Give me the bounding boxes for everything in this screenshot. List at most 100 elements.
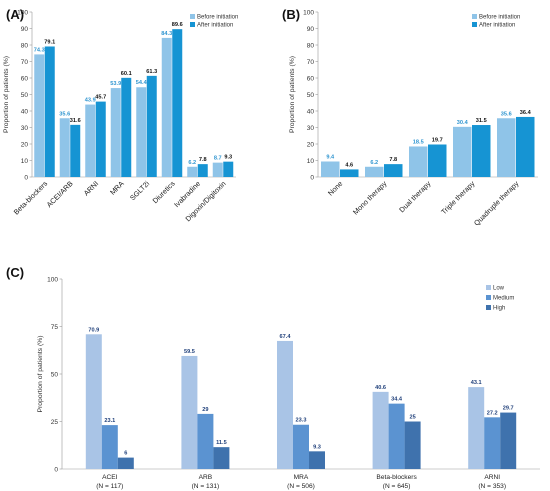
y-axis-title: Proportion of patients (%) <box>3 56 10 133</box>
bar-after-initiation <box>197 164 208 177</box>
y-tick-label: 0 <box>24 174 28 181</box>
legend-swatch <box>472 14 477 19</box>
data-label: 36.4 <box>520 110 532 116</box>
data-label: 60.1 <box>121 71 132 77</box>
x-category-label: Quadruple therapy <box>472 179 521 228</box>
data-label: 59.5 <box>184 349 195 355</box>
data-label: 31.5 <box>476 118 487 124</box>
data-label: 53.9 <box>110 81 121 87</box>
data-label: 29.7 <box>503 406 514 412</box>
panel-label-b: (B) <box>282 7 300 22</box>
bar-high <box>117 457 134 469</box>
legend-label: Medium <box>493 296 514 302</box>
x-category-label: MRA <box>108 179 126 197</box>
y-tick-label: 50 <box>51 371 59 378</box>
data-label: 4.6 <box>345 162 353 168</box>
x-category-label: ACEI/ARB <box>45 179 75 209</box>
x-category-sublabel: (N = 353) <box>478 483 506 490</box>
data-label: 43.9 <box>85 98 96 104</box>
y-tick-label: 30 <box>307 125 315 132</box>
bar-before-initiation <box>497 118 516 177</box>
y-tick-label: 10 <box>307 158 315 165</box>
panel-label-c: (C) <box>6 265 24 280</box>
x-category-sublabel: (N = 506) <box>287 483 315 490</box>
bar-medium <box>388 403 405 469</box>
legend-swatch <box>486 285 491 290</box>
data-label: 8.7 <box>214 156 222 162</box>
bar-medium <box>293 424 309 469</box>
bar-after-initiation <box>472 125 491 177</box>
legend-swatch <box>486 295 491 300</box>
data-label: 35.6 <box>59 111 70 117</box>
y-tick-label: 80 <box>21 42 29 49</box>
data-label: 9.3 <box>224 155 232 161</box>
bar-before-initiation <box>59 118 70 177</box>
legend-label: High <box>493 306 505 312</box>
x-category-label: Dual therapy <box>397 179 432 214</box>
bar-before-initiation <box>321 161 340 177</box>
y-tick-label: 90 <box>21 26 29 33</box>
x-category-label: None <box>326 179 345 198</box>
x-category-sublabel: (N = 117) <box>96 483 123 490</box>
y-tick-label: 0 <box>54 466 58 473</box>
bar-medium <box>101 425 118 469</box>
data-label: 40.6 <box>375 385 386 391</box>
y-tick-label: 70 <box>307 59 315 66</box>
bar-before-initiation <box>409 146 428 177</box>
data-label: 19.7 <box>432 137 443 143</box>
data-label: 9.4 <box>326 154 335 160</box>
x-category-label: ACEI <box>102 474 118 481</box>
bar-after-initiation <box>121 77 132 177</box>
data-label: 79.1 <box>44 39 55 45</box>
y-axis-title: Proportion of patients (%) <box>37 335 44 412</box>
bar-after-initiation <box>340 169 359 177</box>
x-category-label: ARB <box>199 474 213 481</box>
legend-swatch <box>190 22 195 27</box>
bar-after-initiation <box>223 161 234 177</box>
y-tick-label: 30 <box>21 125 29 132</box>
bar-medium <box>197 413 214 469</box>
data-label: 54.4 <box>136 80 148 86</box>
bar-low <box>277 340 293 469</box>
y-tick-label: 50 <box>21 92 29 99</box>
y-tick-label: 40 <box>307 108 315 115</box>
data-label: 31.6 <box>70 118 81 124</box>
y-tick-label: 100 <box>303 9 314 16</box>
bar-after-initiation <box>384 164 403 177</box>
y-tick-label: 0 <box>310 174 314 181</box>
bar-high <box>309 451 325 469</box>
data-label: 34.4 <box>391 397 403 403</box>
y-tick-label: 100 <box>47 276 58 283</box>
bar-after-initiation <box>95 101 106 177</box>
x-category-label: SGLT2i <box>128 179 152 203</box>
bar-after-initiation <box>70 124 81 177</box>
legend-label: Before initiation <box>479 15 520 21</box>
bar-low <box>468 387 485 469</box>
legend-swatch <box>190 14 195 19</box>
data-label: 35.6 <box>501 111 512 117</box>
y-tick-label: 25 <box>51 419 59 426</box>
data-label: 6.2 <box>370 160 378 166</box>
x-category-sublabel: (N = 645) <box>383 483 411 490</box>
bar-before-initiation <box>110 88 121 177</box>
y-tick-label: 40 <box>21 108 29 115</box>
panel-label-a: (A) <box>6 7 24 22</box>
x-category-sublabel: (N = 131) <box>192 483 220 490</box>
legend-swatch <box>486 305 491 310</box>
y-tick-label: 100 <box>17 9 28 16</box>
bar-before-initiation <box>187 166 198 177</box>
y-tick-label: 75 <box>51 324 59 331</box>
bar-high <box>404 421 421 469</box>
bar-before-initiation <box>212 162 223 177</box>
data-label: 7.8 <box>389 157 397 163</box>
bar-before-initiation <box>365 166 384 177</box>
legend-label: Low <box>493 286 505 292</box>
bar-after-initiation <box>44 46 55 177</box>
data-label: 45.7 <box>95 95 106 101</box>
data-label: 11.5 <box>216 440 227 446</box>
bar-high <box>213 447 230 469</box>
legend-label: After initiation <box>197 23 233 29</box>
data-label: 6 <box>124 451 127 457</box>
bar-high <box>500 412 517 469</box>
